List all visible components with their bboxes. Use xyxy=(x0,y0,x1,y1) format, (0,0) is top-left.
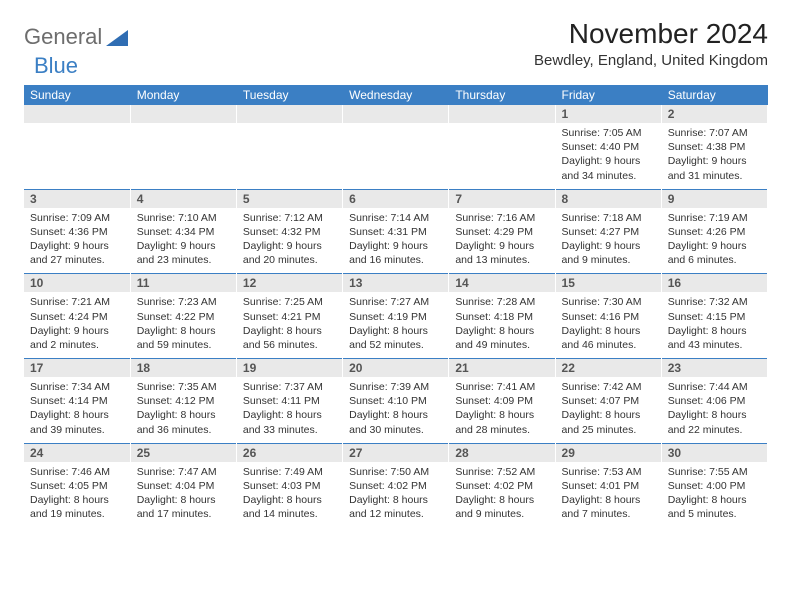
day-number: 6 xyxy=(343,189,449,208)
day-number: 10 xyxy=(24,274,130,293)
day-details: Sunrise: 7:47 AMSunset: 4:04 PMDaylight:… xyxy=(130,462,236,528)
day-number xyxy=(449,105,555,123)
day-number: 19 xyxy=(236,359,342,378)
day-number: 11 xyxy=(130,274,236,293)
day-number xyxy=(130,105,236,123)
day-number: 22 xyxy=(555,359,661,378)
day-number: 20 xyxy=(343,359,449,378)
day-details: Sunrise: 7:16 AMSunset: 4:29 PMDaylight:… xyxy=(449,208,555,274)
day-details: Sunrise: 7:32 AMSunset: 4:15 PMDaylight:… xyxy=(661,292,767,358)
day-details: Sunrise: 7:53 AMSunset: 4:01 PMDaylight:… xyxy=(555,462,661,528)
logo-triangle-icon xyxy=(106,30,128,46)
day-details: Sunrise: 7:14 AMSunset: 4:31 PMDaylight:… xyxy=(343,208,449,274)
weekday-header-row: Sunday Monday Tuesday Wednesday Thursday… xyxy=(24,85,768,105)
day-number: 14 xyxy=(449,274,555,293)
day-number: 7 xyxy=(449,189,555,208)
day-details: Sunrise: 7:46 AMSunset: 4:05 PMDaylight:… xyxy=(24,462,130,528)
day-number: 2 xyxy=(661,105,767,123)
logo-text-1: General xyxy=(24,24,102,50)
day-details xyxy=(449,123,555,189)
daynum-row: 24252627282930 xyxy=(24,443,768,462)
day-details: Sunrise: 7:25 AMSunset: 4:21 PMDaylight:… xyxy=(236,292,342,358)
day-details: Sunrise: 7:49 AMSunset: 4:03 PMDaylight:… xyxy=(236,462,342,528)
col-saturday: Saturday xyxy=(661,85,767,105)
day-details: Sunrise: 7:09 AMSunset: 4:36 PMDaylight:… xyxy=(24,208,130,274)
col-tuesday: Tuesday xyxy=(236,85,342,105)
day-number: 4 xyxy=(130,189,236,208)
details-row: Sunrise: 7:34 AMSunset: 4:14 PMDaylight:… xyxy=(24,377,768,443)
day-number: 27 xyxy=(343,443,449,462)
day-number: 23 xyxy=(661,359,767,378)
day-number: 15 xyxy=(555,274,661,293)
logo-text-2: Blue xyxy=(34,53,78,78)
day-number: 5 xyxy=(236,189,342,208)
day-number: 8 xyxy=(555,189,661,208)
day-number: 25 xyxy=(130,443,236,462)
details-row: Sunrise: 7:05 AMSunset: 4:40 PMDaylight:… xyxy=(24,123,768,189)
day-details xyxy=(343,123,449,189)
day-details: Sunrise: 7:10 AMSunset: 4:34 PMDaylight:… xyxy=(130,208,236,274)
day-details: Sunrise: 7:07 AMSunset: 4:38 PMDaylight:… xyxy=(661,123,767,189)
day-number: 17 xyxy=(24,359,130,378)
day-number: 18 xyxy=(130,359,236,378)
day-details xyxy=(236,123,342,189)
details-row: Sunrise: 7:09 AMSunset: 4:36 PMDaylight:… xyxy=(24,208,768,274)
col-thursday: Thursday xyxy=(449,85,555,105)
day-details: Sunrise: 7:37 AMSunset: 4:11 PMDaylight:… xyxy=(236,377,342,443)
day-number: 29 xyxy=(555,443,661,462)
day-number: 26 xyxy=(236,443,342,462)
day-number: 21 xyxy=(449,359,555,378)
col-sunday: Sunday xyxy=(24,85,130,105)
day-details xyxy=(24,123,130,189)
day-details: Sunrise: 7:50 AMSunset: 4:02 PMDaylight:… xyxy=(343,462,449,528)
month-title: November 2024 xyxy=(534,18,768,50)
day-details: Sunrise: 7:19 AMSunset: 4:26 PMDaylight:… xyxy=(661,208,767,274)
day-number: 13 xyxy=(343,274,449,293)
day-number: 24 xyxy=(24,443,130,462)
day-number: 16 xyxy=(661,274,767,293)
col-monday: Monday xyxy=(130,85,236,105)
day-number xyxy=(236,105,342,123)
day-details: Sunrise: 7:28 AMSunset: 4:18 PMDaylight:… xyxy=(449,292,555,358)
day-details: Sunrise: 7:55 AMSunset: 4:00 PMDaylight:… xyxy=(661,462,767,528)
daynum-row: 10111213141516 xyxy=(24,274,768,293)
day-details: Sunrise: 7:44 AMSunset: 4:06 PMDaylight:… xyxy=(661,377,767,443)
daynum-row: 3456789 xyxy=(24,189,768,208)
day-details: Sunrise: 7:18 AMSunset: 4:27 PMDaylight:… xyxy=(555,208,661,274)
day-details: Sunrise: 7:52 AMSunset: 4:02 PMDaylight:… xyxy=(449,462,555,528)
day-number: 3 xyxy=(24,189,130,208)
daynum-row: 12 xyxy=(24,105,768,123)
day-details: Sunrise: 7:12 AMSunset: 4:32 PMDaylight:… xyxy=(236,208,342,274)
day-number: 28 xyxy=(449,443,555,462)
day-number xyxy=(24,105,130,123)
day-details: Sunrise: 7:34 AMSunset: 4:14 PMDaylight:… xyxy=(24,377,130,443)
day-details xyxy=(130,123,236,189)
day-number: 1 xyxy=(555,105,661,123)
day-details: Sunrise: 7:42 AMSunset: 4:07 PMDaylight:… xyxy=(555,377,661,443)
day-details: Sunrise: 7:30 AMSunset: 4:16 PMDaylight:… xyxy=(555,292,661,358)
day-number: 30 xyxy=(661,443,767,462)
day-number: 12 xyxy=(236,274,342,293)
daynum-row: 17181920212223 xyxy=(24,359,768,378)
day-details: Sunrise: 7:21 AMSunset: 4:24 PMDaylight:… xyxy=(24,292,130,358)
logo: General xyxy=(24,18,128,50)
day-details: Sunrise: 7:35 AMSunset: 4:12 PMDaylight:… xyxy=(130,377,236,443)
calendar-table: Sunday Monday Tuesday Wednesday Thursday… xyxy=(24,85,768,527)
day-details: Sunrise: 7:27 AMSunset: 4:19 PMDaylight:… xyxy=(343,292,449,358)
col-wednesday: Wednesday xyxy=(343,85,449,105)
day-details: Sunrise: 7:41 AMSunset: 4:09 PMDaylight:… xyxy=(449,377,555,443)
day-details: Sunrise: 7:39 AMSunset: 4:10 PMDaylight:… xyxy=(343,377,449,443)
details-row: Sunrise: 7:46 AMSunset: 4:05 PMDaylight:… xyxy=(24,462,768,528)
col-friday: Friday xyxy=(555,85,661,105)
day-details: Sunrise: 7:05 AMSunset: 4:40 PMDaylight:… xyxy=(555,123,661,189)
day-number: 9 xyxy=(661,189,767,208)
day-details: Sunrise: 7:23 AMSunset: 4:22 PMDaylight:… xyxy=(130,292,236,358)
details-row: Sunrise: 7:21 AMSunset: 4:24 PMDaylight:… xyxy=(24,292,768,358)
day-number xyxy=(343,105,449,123)
